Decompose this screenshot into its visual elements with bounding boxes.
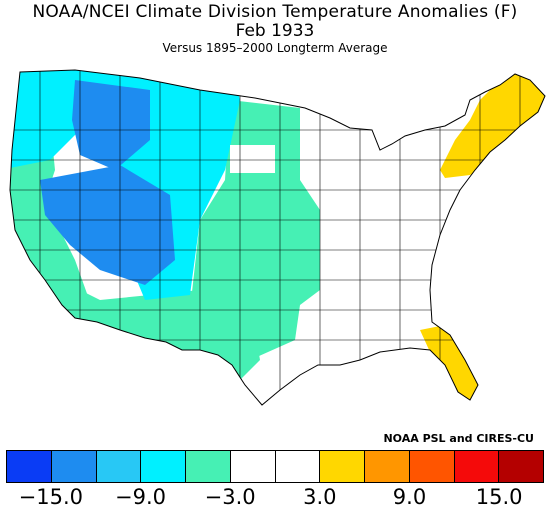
cold-spot-minnesota: [230, 145, 275, 173]
color-legend: [6, 450, 544, 483]
legend-tick-label: 3.0: [303, 485, 337, 509]
legend-swatch: [275, 451, 321, 482]
legend-swatch: [186, 451, 231, 482]
legend-swatch: [409, 451, 455, 482]
region-northern-rockies: [72, 80, 150, 170]
legend-swatch: [365, 451, 410, 482]
legend-tick-label: −3.0: [204, 485, 256, 509]
legend-swatch: [141, 451, 186, 482]
region-great-basin: [40, 165, 175, 285]
map-subtitle: Feb 1933: [235, 21, 315, 41]
legend-swatch: [499, 451, 543, 482]
legend-swatch: [96, 451, 142, 482]
us-climate-division-map: [9, 69, 546, 406]
legend-tick-label: 9.0: [392, 485, 427, 509]
legend-tick-label: −15.0: [18, 485, 84, 509]
legend-tick-label: −9.0: [115, 485, 166, 509]
legend-swatch: [230, 451, 276, 482]
map-caption: Versus 1895–2000 Longterm Average: [162, 41, 388, 55]
legend-swatch: [7, 451, 52, 482]
legend-swatch: [320, 451, 365, 482]
region-new-england: [440, 72, 545, 178]
data-credit: NOAA PSL and CIRES-CU: [383, 432, 534, 445]
region-florida: [420, 325, 482, 405]
map-title: NOAA/NCEI Climate Division Temperature A…: [32, 2, 518, 22]
legend-tick-label: 15.0: [475, 485, 523, 509]
legend-swatch: [454, 451, 500, 482]
legend-swatch: [51, 451, 97, 482]
